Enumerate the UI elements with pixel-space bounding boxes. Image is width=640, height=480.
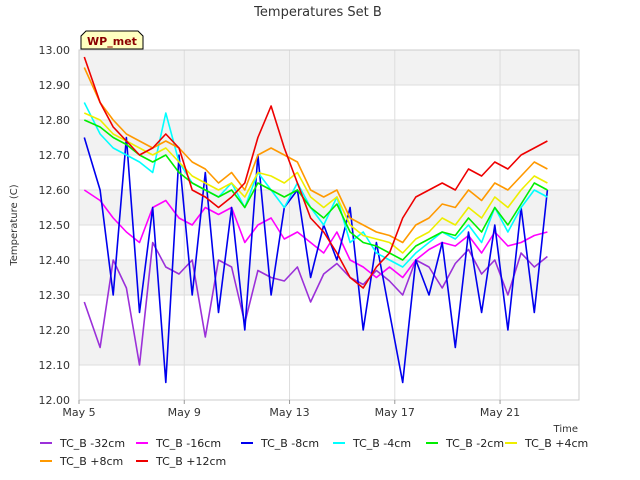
x-tick-label: May 21 [480,406,520,419]
legend-label: TC_B +4cm [524,437,588,450]
y-tick-label: 12.30 [39,289,71,302]
y-tick-label: 12.90 [39,79,71,92]
series-line [83,56,548,289]
y-axis-ticks: 12.00 12.10 12.20 12.30 12.40 12.50 12.60 12.70… [39,44,71,407]
series-line [83,102,548,268]
x-tick-label: May 17 [375,406,415,419]
chart-title: Temperatures Set B [253,5,382,20]
series-line [83,136,549,384]
y-tick-label: 12.70 [39,149,71,162]
plot-band [79,365,579,400]
plot-band [79,260,579,295]
y-tick-label: 12.20 [39,324,71,337]
y-tick-label: 12.00 [39,394,71,407]
legend: TC_B -32cm TC_B -16cm TC_B -8cm TC_B -4cm TC… [40,437,588,468]
plot-band [79,330,579,365]
y-tick-label: 12.10 [39,359,71,372]
series-line [83,241,548,366]
legend-label: TC_B +8cm [59,455,123,468]
legend-label: TC_B -4cm [352,437,411,450]
x-tick-label: May 13 [269,406,309,419]
y-tick-label: 13.00 [39,44,71,57]
legend-label: TC_B +12cm [155,455,226,468]
plot-band [79,50,579,85]
legend-label: TC_B -8cm [260,437,319,450]
plot-band [79,295,579,330]
x-tick-label: May 9 [168,406,201,419]
watermark-badge: WP_met [80,30,144,50]
y-tick-label: 12.60 [39,184,71,197]
series-line [83,119,548,261]
legend-label: TC_B -32cm [59,437,125,450]
x-tick-label: May 5 [62,406,95,419]
x-axis-label: Time [553,424,578,435]
plot-band [79,120,579,155]
legend-label: TC_B -16cm [155,437,221,450]
legend-label: TC_B -2cm [445,437,504,450]
y-tick-label: 12.50 [39,219,71,232]
plot-band [79,85,579,120]
x-axis-ticks: May 5 May 9 May 13 May 17 May 21 [62,400,520,419]
y-axis-label: Temperature (C) [9,184,20,266]
y-tick-label: 12.80 [39,114,71,127]
series-line [83,67,548,244]
watermark-text: WP_met [87,35,137,48]
plot-frame [78,49,580,401]
y-tick-label: 12.40 [39,254,71,267]
plot-band [79,155,579,190]
series-line [83,189,548,279]
series-lines [83,56,549,384]
series-line [83,112,548,254]
